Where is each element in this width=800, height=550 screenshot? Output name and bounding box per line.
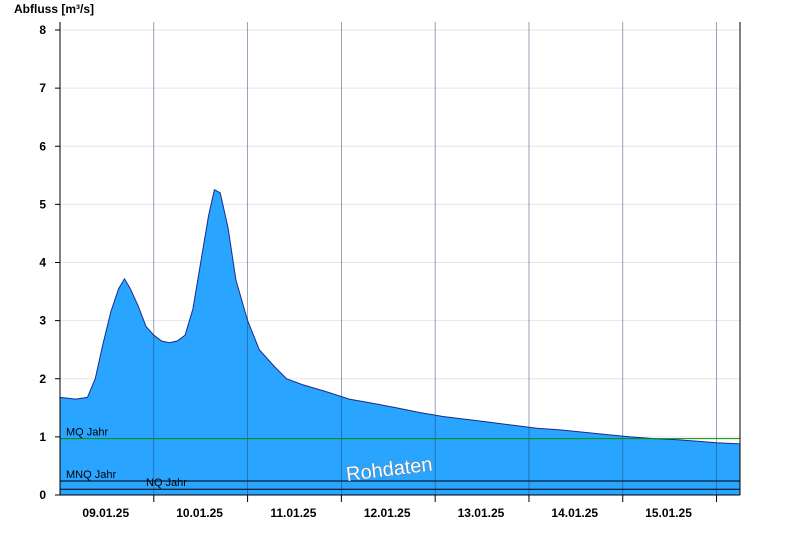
y-tick-label: 3 — [39, 314, 46, 328]
x-tick-label: 14.01.25 — [551, 506, 598, 520]
reference-line-label: NQ Jahr — [146, 477, 187, 489]
y-tick-label: 8 — [39, 23, 46, 37]
axis-labels: 0 1 2 3 4 5 6 7 8 09.01.25 10.01.25 11.01.25 12.01.2… — [39, 23, 692, 520]
x-tick-label: 11.01.25 — [270, 506, 316, 520]
y-tick-label: 7 — [39, 81, 46, 95]
y-tick-label: 5 — [39, 197, 46, 211]
axes — [55, 22, 741, 502]
y-tick-label: 2 — [39, 372, 46, 386]
data-area — [59, 22, 741, 496]
x-tick-label: 09.01.25 — [82, 506, 129, 520]
x-tick-label: 10.01.25 — [176, 506, 223, 520]
y-tick-label: 0 — [39, 488, 46, 502]
y-tick-label: 6 — [39, 139, 46, 153]
y-tick-label: 4 — [39, 256, 46, 270]
reference-line-label: MQ Jahr — [66, 427, 109, 439]
y-tick-label: 1 — [39, 430, 46, 444]
x-tick-label: 12.01.25 — [364, 506, 411, 520]
x-tick-label: 13.01.25 — [458, 506, 505, 520]
x-tick-label: 15.01.25 — [645, 506, 692, 520]
y-axis-title: Abfluss [m³/s] — [14, 2, 94, 16]
reference-lines: MQ Jahr MNQ Jahr NQ Jahr — [60, 427, 740, 490]
area-series-fill — [60, 189, 740, 496]
reference-line-label: MNQ Jahr — [66, 469, 116, 481]
